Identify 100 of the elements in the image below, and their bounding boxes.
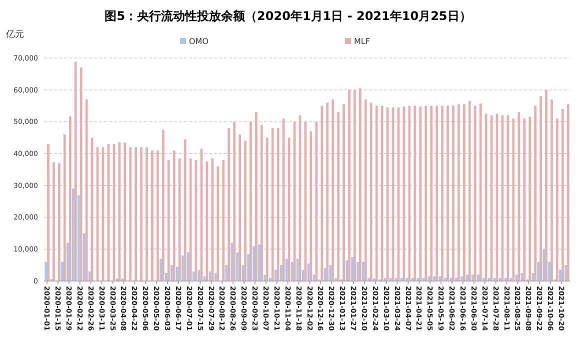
bar	[452, 106, 454, 281]
bar	[178, 158, 181, 281]
bar	[186, 252, 190, 281]
bar	[472, 274, 474, 281]
bar	[176, 266, 178, 281]
bar	[258, 244, 260, 281]
bar	[302, 270, 304, 281]
bar	[236, 252, 239, 281]
bar	[375, 106, 378, 281]
bar	[230, 242, 234, 281]
bar	[380, 106, 384, 281]
bar	[424, 106, 428, 281]
legend-label: MLF	[354, 36, 370, 46]
bar	[170, 265, 173, 281]
bar	[167, 160, 170, 281]
bar	[506, 115, 510, 281]
bar	[484, 114, 488, 281]
bar	[225, 265, 228, 281]
bar	[460, 276, 463, 281]
bar	[274, 270, 277, 281]
bar	[77, 194, 80, 281]
bar	[520, 273, 524, 281]
bar	[561, 108, 564, 281]
bar	[358, 88, 362, 281]
bar	[315, 122, 318, 281]
bar	[228, 128, 230, 281]
bar	[351, 257, 354, 281]
bar	[438, 276, 442, 281]
bar	[271, 128, 274, 281]
bar	[129, 147, 132, 281]
bar	[238, 134, 242, 281]
bar	[146, 147, 148, 281]
bar	[342, 104, 345, 281]
bar	[244, 140, 246, 281]
bar	[346, 260, 348, 281]
bar	[247, 254, 250, 281]
bar	[370, 102, 372, 281]
bar	[74, 62, 77, 281]
bar	[419, 106, 422, 281]
bar	[242, 265, 244, 281]
bar	[532, 273, 534, 281]
bar	[537, 262, 540, 281]
bar	[47, 144, 50, 281]
bar	[68, 116, 72, 281]
bar	[446, 106, 449, 281]
bar	[288, 138, 290, 281]
bar	[266, 138, 268, 281]
bar	[468, 101, 471, 281]
bar	[528, 116, 532, 281]
chart-title: 图5：央行流动性投放余额（2020年1月1日 - 2021年10月25日）	[104, 9, 472, 23]
bar	[348, 90, 350, 281]
bar	[252, 246, 256, 281]
bar	[233, 122, 236, 281]
bar	[63, 134, 66, 281]
bar	[337, 112, 340, 281]
bar	[222, 160, 225, 281]
bar	[441, 106, 444, 281]
bar	[112, 144, 116, 281]
bar	[118, 142, 121, 281]
bar	[386, 107, 389, 281]
bar	[255, 112, 258, 281]
bar	[260, 124, 263, 281]
bar	[61, 262, 64, 281]
bar	[428, 276, 430, 281]
bar	[264, 274, 266, 281]
bar	[282, 118, 285, 281]
bar	[534, 106, 537, 281]
bar	[90, 138, 94, 281]
bar	[184, 139, 186, 281]
bar	[85, 99, 88, 281]
bar	[566, 104, 570, 281]
bar	[82, 233, 86, 281]
bar	[354, 90, 356, 281]
bar	[364, 99, 367, 281]
bar	[542, 249, 546, 281]
bar	[192, 271, 195, 281]
bar	[52, 162, 55, 281]
bar	[124, 142, 126, 281]
bar	[512, 118, 515, 281]
bar	[324, 268, 326, 281]
bar	[203, 276, 206, 281]
bar	[326, 102, 329, 281]
bar	[457, 104, 460, 281]
bar	[165, 273, 168, 281]
bar	[151, 150, 154, 281]
bar	[362, 262, 364, 281]
bar	[280, 265, 282, 281]
bar	[474, 106, 476, 281]
bar	[88, 271, 91, 281]
bar	[564, 265, 567, 281]
bar	[290, 262, 294, 281]
legend-label: OMO	[189, 36, 208, 46]
bar	[332, 99, 334, 281]
bar	[556, 118, 558, 281]
bar	[80, 68, 82, 281]
bar	[550, 99, 553, 281]
bar	[44, 262, 48, 281]
bar	[540, 96, 542, 281]
bar	[72, 188, 74, 281]
bar	[479, 104, 482, 281]
